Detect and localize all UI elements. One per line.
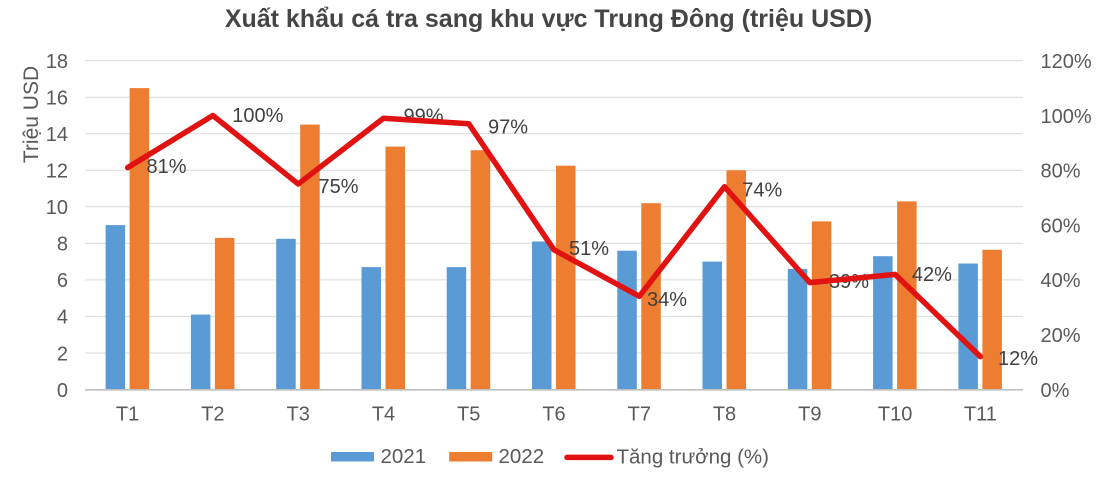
svg-text:100%: 100% (232, 105, 283, 127)
svg-text:Tăng trưởng (%): Tăng trưởng (%) (617, 446, 770, 469)
svg-text:T10: T10 (878, 404, 912, 426)
svg-text:T9: T9 (798, 404, 821, 426)
svg-text:Xuất khẩu cá tra sang khu vực: Xuất khẩu cá tra sang khu vực Trung Đông… (225, 5, 872, 33)
svg-text:12%: 12% (998, 348, 1038, 370)
svg-text:6: 6 (57, 270, 68, 292)
svg-text:2021: 2021 (381, 445, 427, 468)
svg-text:T3: T3 (287, 404, 310, 426)
svg-text:16: 16 (46, 88, 68, 110)
svg-text:14: 14 (46, 124, 68, 146)
svg-text:T11: T11 (964, 404, 997, 426)
svg-text:T5: T5 (457, 404, 480, 426)
svg-text:2: 2 (57, 343, 68, 365)
svg-text:40%: 40% (1041, 270, 1081, 292)
svg-text:34%: 34% (647, 289, 687, 311)
svg-text:97%: 97% (488, 117, 528, 139)
svg-text:T6: T6 (542, 404, 565, 426)
svg-text:74%: 74% (742, 179, 782, 201)
svg-text:2022: 2022 (499, 445, 545, 468)
svg-text:20%: 20% (1041, 325, 1081, 347)
svg-text:8: 8 (57, 234, 68, 256)
svg-text:42%: 42% (912, 264, 952, 286)
svg-text:T7: T7 (628, 404, 651, 426)
svg-text:T2: T2 (201, 404, 224, 426)
svg-text:51%: 51% (569, 238, 609, 260)
svg-text:60%: 60% (1041, 215, 1081, 237)
svg-text:75%: 75% (319, 176, 359, 198)
svg-text:4: 4 (57, 307, 68, 329)
svg-text:T1: T1 (116, 404, 139, 426)
svg-text:18: 18 (46, 51, 68, 73)
svg-text:80%: 80% (1041, 161, 1081, 183)
svg-text:Triệu USD: Triệu USD (20, 66, 43, 163)
svg-text:120%: 120% (1041, 51, 1092, 73)
svg-text:T8: T8 (713, 404, 736, 426)
svg-text:81%: 81% (147, 156, 187, 178)
svg-text:10: 10 (46, 197, 68, 219)
svg-text:100%: 100% (1041, 106, 1092, 128)
svg-text:0%: 0% (1041, 380, 1070, 402)
svg-text:T4: T4 (372, 404, 395, 426)
svg-text:0: 0 (57, 380, 68, 402)
svg-text:12: 12 (46, 161, 68, 183)
